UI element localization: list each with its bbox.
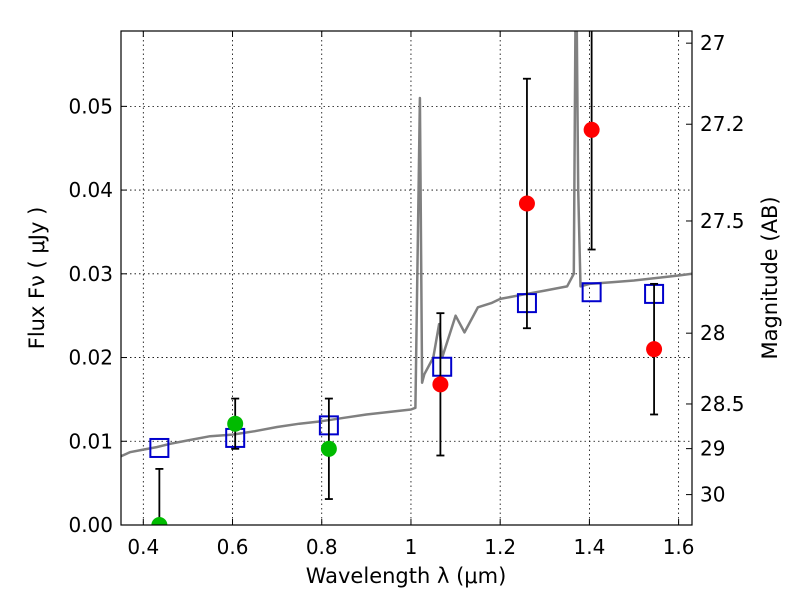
y2-tick-label: 27.2	[700, 112, 745, 136]
optical-point	[320, 440, 337, 457]
x-tick-label: 1	[405, 535, 418, 559]
x-tick-label: 1.4	[573, 535, 605, 559]
x-tick-label: 1.2	[484, 535, 516, 559]
y2-tick-label: 29	[700, 437, 725, 461]
optical-point	[151, 517, 168, 525]
y2-tick-label: 28.5	[700, 392, 745, 416]
y-tick-label: 0.02	[68, 346, 113, 370]
y2-axis-title: Magnitude (AB)	[758, 196, 782, 359]
x-axis-title: Wavelength λ (μm)	[306, 564, 507, 588]
detection-point	[432, 376, 449, 393]
y-tick-label: 0.04	[68, 178, 113, 202]
plot-background	[121, 31, 692, 525]
x-tick-label: 0.8	[306, 535, 338, 559]
y-axis-title: Flux Fν ( μJy )	[25, 207, 49, 350]
y2-tick-label: 30	[700, 483, 725, 507]
y2-tick-label: 27	[700, 31, 725, 55]
model-point	[149, 437, 170, 458]
y-tick-label: 0.03	[68, 262, 113, 286]
y-tick-label: 0.00	[68, 513, 113, 537]
x-tick-label: 1.6	[663, 535, 695, 559]
model-point	[581, 282, 602, 303]
ticks: 0.4 0.6 0.8 1 1.2 1.4 1.6 0.00 0.01 0.02 0.03 0.04 0…	[68, 31, 745, 559]
plot-frame	[120, 30, 693, 526]
data-layer	[121, 31, 692, 525]
x-tick-label: 0.4	[127, 535, 159, 559]
y2-tick-label: 27.5	[700, 209, 745, 233]
detection-point	[583, 121, 600, 138]
y-tick-label: 0.01	[68, 429, 113, 453]
detection-point	[646, 341, 663, 358]
y2-tick-label: 28	[700, 321, 725, 345]
model-point	[432, 356, 453, 377]
optical-point	[227, 415, 244, 432]
detection-point	[518, 195, 535, 212]
y-tick-label: 0.05	[68, 94, 113, 118]
x-tick-label: 0.6	[217, 535, 249, 559]
